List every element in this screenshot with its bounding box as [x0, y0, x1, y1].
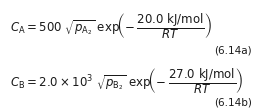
Text: $\mathit{C}_\mathrm{B} = 2.0 \times 10^3\ \sqrt{p_{\mathrm{B_2}}}\ \mathrm{exp}\: $\mathit{C}_\mathrm{B} = 2.0 \times 10^3… [10, 66, 244, 95]
Text: (6.14b): (6.14b) [214, 97, 252, 107]
Text: $\mathit{C}_\mathrm{A} = 500\ \sqrt{p_{\mathrm{A_2}}}\ \mathrm{exp}\!\left(\!-\d: $\mathit{C}_\mathrm{A} = 500\ \sqrt{p_{\… [10, 11, 212, 41]
Text: (6.14a): (6.14a) [214, 45, 252, 55]
